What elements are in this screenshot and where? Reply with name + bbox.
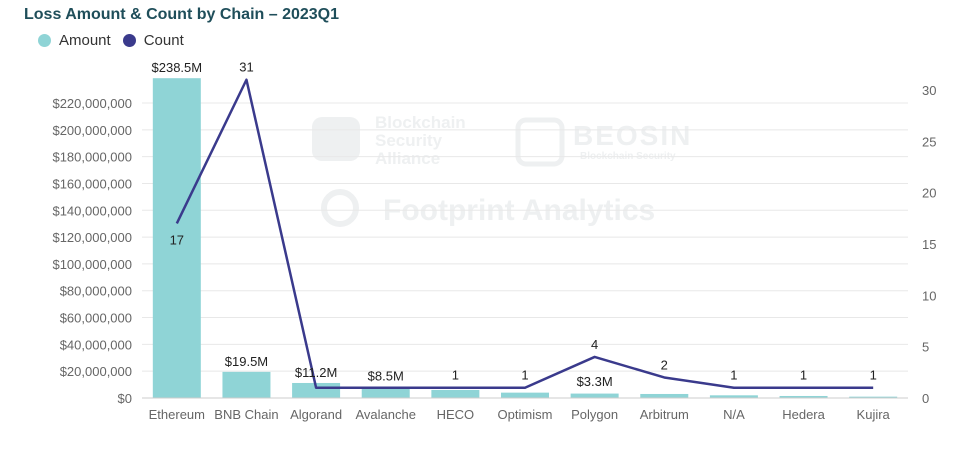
x-tick-label: Avalanche <box>355 407 415 422</box>
legend-count-marker <box>122 34 136 47</box>
x-tick-label: Hedera <box>782 407 825 422</box>
watermark-bsa-logo <box>312 117 360 161</box>
data-labels-layer: $238.5M $19.5M $11.2M $8.5M $3.3M 17 31 1 1 4 2 1 1 1 <box>152 60 877 389</box>
legend-item-count[interactable]: Count <box>122 32 184 49</box>
amount-data-label: $11.2M <box>295 365 337 380</box>
y-left-tick-label: $60,000,000 <box>60 311 132 326</box>
bar-amount <box>849 396 898 398</box>
count-data-label: 31 <box>239 60 253 75</box>
legend: Amount Count <box>38 32 184 49</box>
bar-amount <box>222 371 271 398</box>
bar-amount <box>570 393 619 398</box>
x-tick-label: Polygon <box>571 407 618 422</box>
bar-amount <box>640 393 689 398</box>
amount-data-label: $238.5M <box>152 60 203 75</box>
watermark-beosin: BEOSIN <box>573 120 692 151</box>
y-right-tick-label: 0 <box>922 391 929 406</box>
bars-layer <box>152 78 898 399</box>
count-line-layer <box>175 78 874 389</box>
y-right-tick-label: 30 <box>922 83 936 98</box>
bar-amount <box>152 78 201 399</box>
watermark-bsa-line3: Alliance <box>375 149 440 168</box>
y-left-tick-label: $100,000,000 <box>52 257 132 272</box>
y-right-tick-label: 15 <box>922 237 936 252</box>
watermark-beosin-logo <box>515 117 565 167</box>
watermark-bsa-line1: Blockchain <box>375 113 466 132</box>
amount-data-label: $19.5M <box>225 354 268 369</box>
y-left-tick-label: $220,000,000 <box>52 96 132 111</box>
y-right-tick-label: 5 <box>922 340 929 355</box>
legend-item-amount[interactable]: Amount <box>38 32 111 49</box>
y-left-tick-label: $180,000,000 <box>52 150 132 165</box>
count-data-label: 2 <box>661 357 668 372</box>
y-left-tick-label: $0 <box>118 391 132 406</box>
bar-amount <box>709 395 758 398</box>
y-left-tick-label: $160,000,000 <box>52 176 132 191</box>
x-tick-label: N/A <box>723 407 745 422</box>
count-data-label: 1 <box>870 368 877 383</box>
count-data-label: 4 <box>591 337 598 352</box>
x-tick-label: Algorand <box>290 407 342 422</box>
legend-amount-label: Amount <box>59 32 111 49</box>
y-left-tick-label: $120,000,000 <box>52 230 132 245</box>
y-left-tick-label: $40,000,000 <box>60 337 132 352</box>
bar-amount <box>501 392 549 398</box>
count-data-label: 1 <box>521 368 528 383</box>
bar-amount <box>431 389 480 398</box>
y-right-tick-label: 10 <box>922 288 936 303</box>
x-tick-label: Optimism <box>498 407 553 422</box>
x-tick-label: HECO <box>437 407 475 422</box>
legend-count-label: Count <box>143 32 184 49</box>
count-data-label: 1 <box>730 368 737 383</box>
amount-data-label: $8.5M <box>368 369 404 384</box>
x-tick-label: Arbitrum <box>640 407 689 422</box>
axes-layer: $0 $20,000,000 $40,000,000 $60,000,000 $80,0… <box>52 83 936 422</box>
y-right-tick-label: 20 <box>922 186 936 201</box>
watermark-bsa-line2: Security <box>375 131 443 150</box>
bar-amount <box>361 386 410 398</box>
y-left-tick-label: $80,000,000 <box>60 284 132 299</box>
chart-title: Loss Amount & Count by Chain – 2023Q1 <box>24 6 340 23</box>
x-tick-label: Ethereum <box>149 407 205 422</box>
y-left-tick-label: $200,000,000 <box>52 123 132 138</box>
legend-amount-marker <box>38 34 51 47</box>
count-line <box>175 78 874 389</box>
y-right-tick-label: 25 <box>922 134 936 149</box>
count-data-label: 1 <box>452 368 459 383</box>
amount-data-label: $3.3M <box>577 374 613 389</box>
count-data-label: 17 <box>170 232 184 247</box>
x-tick-label: BNB Chain <box>214 407 278 422</box>
y-left-tick-label: $140,000,000 <box>52 203 132 218</box>
x-tick-label: Kujira <box>857 407 891 422</box>
y-left-tick-label: $20,000,000 <box>60 364 132 379</box>
bar-amount <box>779 395 828 398</box>
watermark-footprint-logo <box>321 189 359 227</box>
count-data-label: 1 <box>800 368 807 383</box>
